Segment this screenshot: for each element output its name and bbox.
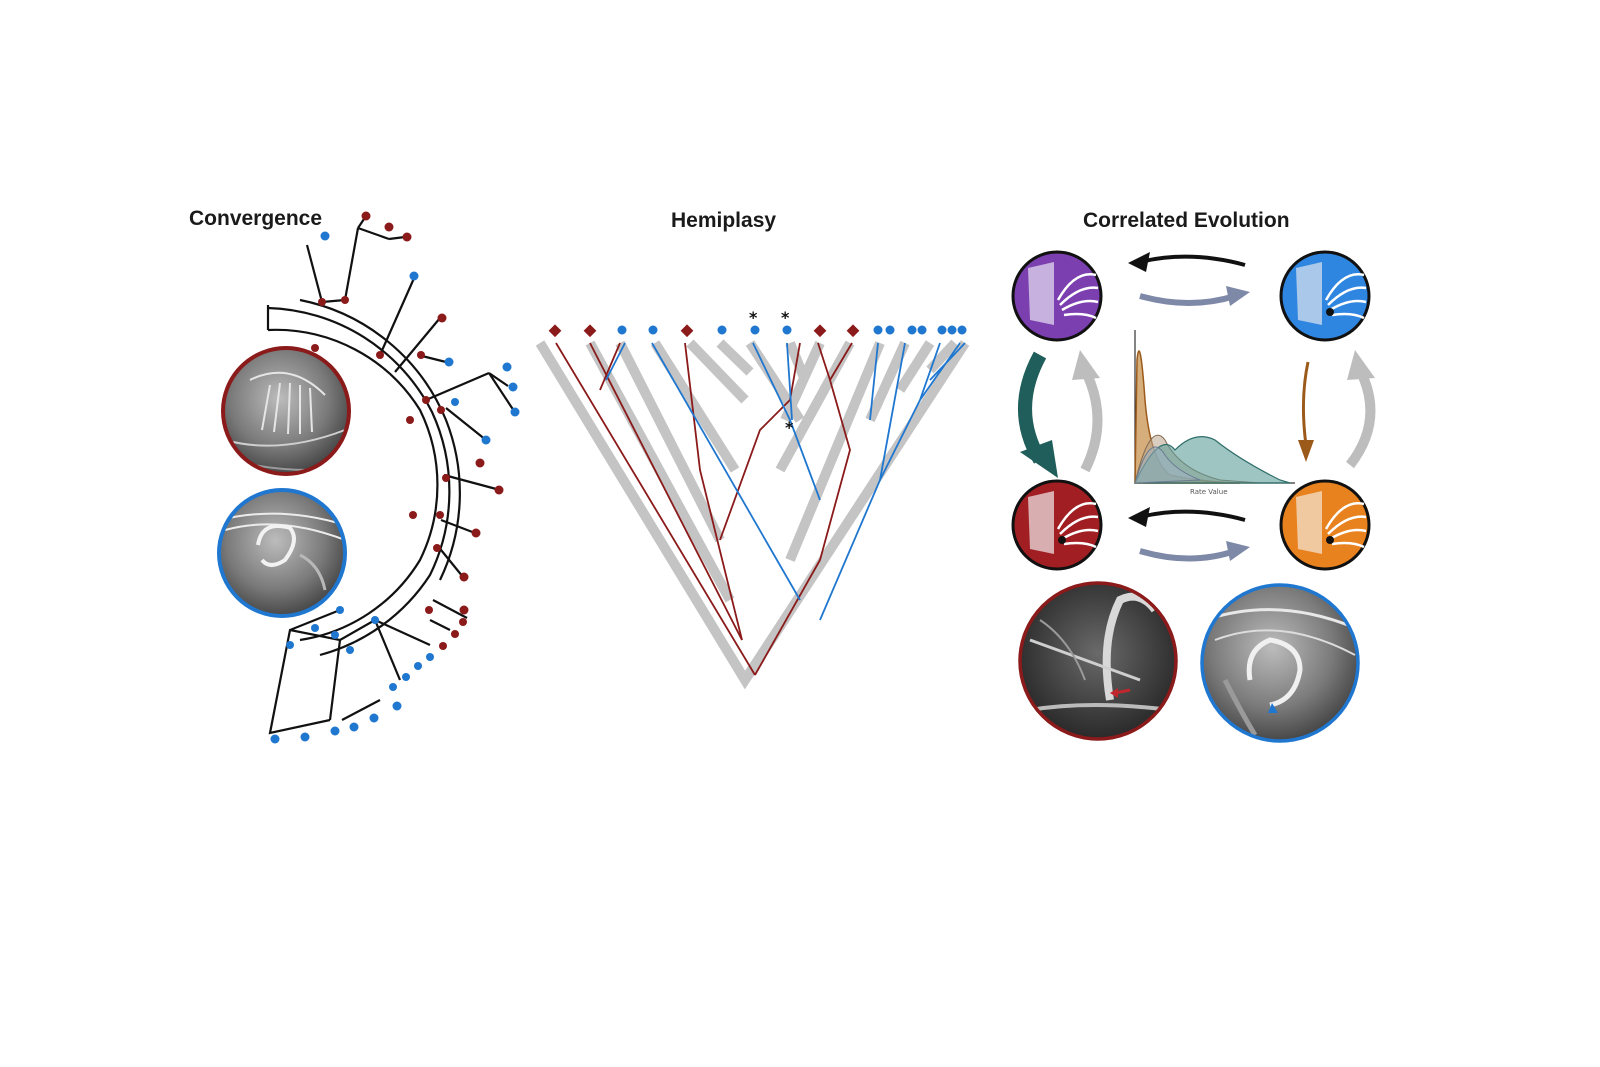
arrow-head-gray-left-icon [1072, 350, 1100, 380]
red-arrow-icon [1110, 688, 1118, 698]
star-marker: * [781, 308, 790, 327]
convergence-title: Convergence [189, 207, 323, 230]
arrow-head-slate-bottom-icon [1226, 541, 1250, 561]
transition-arrows [1018, 252, 1376, 562]
density-xlabel: Rate Value [1190, 488, 1228, 496]
state-circle-orange-icon [1279, 479, 1371, 571]
arrow-head-black-bottom-icon [1128, 507, 1150, 527]
blue-arrow-icon [1268, 703, 1278, 713]
hemiplasy-title: Hemiplasy [671, 209, 777, 232]
arrow-head-teal-icon [1020, 440, 1058, 478]
gene-tree-lines [555, 342, 966, 676]
arrow-head-slate-top-icon [1226, 286, 1250, 306]
convergence-phylogeny [266, 215, 515, 735]
state-circle-red-icon [1011, 479, 1103, 571]
star-marker: * [749, 308, 758, 327]
sem-micrograph-claw-red-icon [1018, 581, 1178, 741]
hemiplasy-tip-dots [548, 324, 967, 338]
sem-micrograph-blue-icon [217, 488, 347, 618]
star-marker: * [785, 418, 794, 437]
species-tree-gray [535, 339, 970, 690]
sem-micrograph-claw-blue-icon [1200, 583, 1360, 743]
state-circle-blue-icon [1279, 250, 1371, 342]
density-plot: Rate Value [1134, 330, 1295, 496]
sem-micrograph-red-icon [221, 346, 351, 476]
hemiplasy-star-markers: * * * [749, 308, 794, 437]
convergence-tip-dots [270, 211, 520, 744]
arrow-head-black-top-icon [1128, 252, 1150, 272]
arrow-head-gray-right-icon [1347, 350, 1375, 380]
correlated-evolution-title: Correlated Evolution [1083, 209, 1290, 232]
state-circle-purple-icon [1011, 250, 1103, 342]
arrow-head-brown-icon [1298, 440, 1314, 462]
